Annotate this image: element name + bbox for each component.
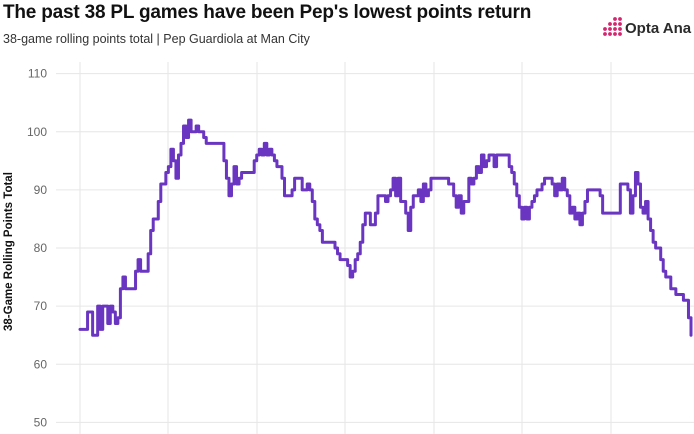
logo-dot: [608, 27, 612, 31]
logo-dot: [618, 27, 622, 31]
brand-name: Opta Ana: [625, 20, 692, 37]
logo-dot: [613, 22, 617, 26]
chart-subtitle: 38-game rolling points total | Pep Guard…: [3, 32, 310, 46]
logo-dot: [618, 32, 622, 36]
series-line: [78, 118, 693, 337]
logo-dot: [608, 22, 612, 26]
brand-logo: Opta Ana: [596, 14, 694, 44]
logo-dot: [613, 32, 617, 36]
y-tick-label: 60: [34, 357, 48, 371]
logo-dot: [618, 22, 622, 26]
logo-dot: [613, 17, 617, 21]
chart-title: The past 38 PL games have been Pep's low…: [3, 2, 532, 23]
y-tick-label: 70: [34, 299, 48, 313]
y-tick-label: 50: [34, 415, 48, 429]
y-tick-label: 90: [34, 183, 48, 197]
logo-dot: [603, 32, 607, 36]
logo-dot: [603, 27, 607, 31]
y-tick-label: 110: [28, 67, 47, 81]
opta-dots-icon: [603, 17, 622, 36]
logo-dot: [618, 17, 622, 21]
logo-dot: [608, 32, 612, 36]
logo-dot: [613, 27, 617, 31]
y-tick-label: 100: [27, 125, 47, 139]
y-tick-label: 80: [34, 241, 48, 255]
